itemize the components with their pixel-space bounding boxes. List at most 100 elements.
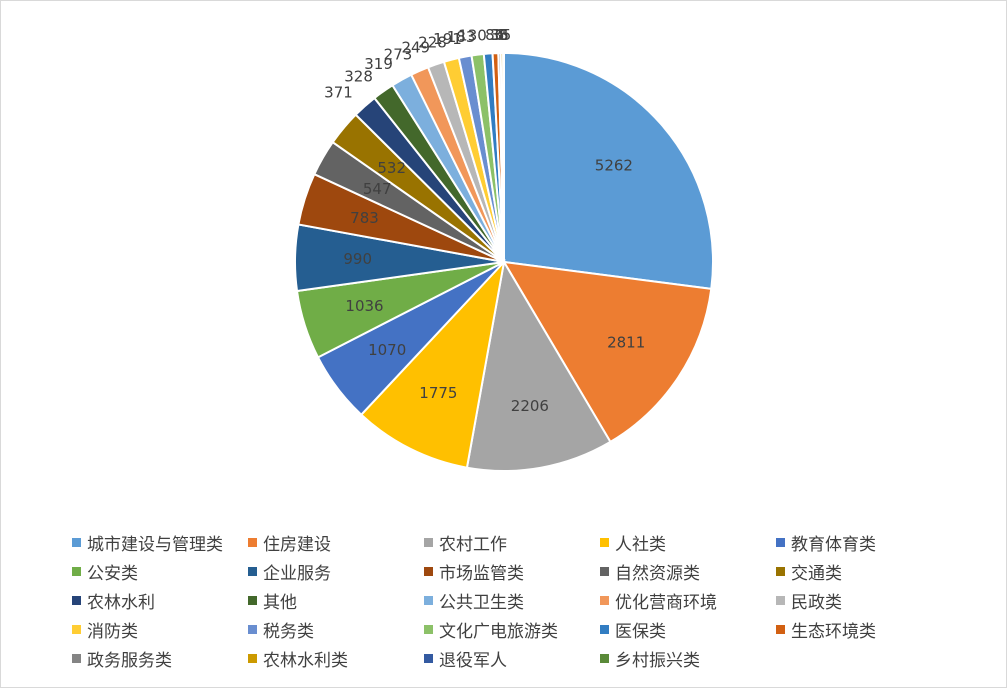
legend-label: 优化营商环境 [615,592,717,613]
legend-item: 生态环境类 [776,617,876,642]
legend-label: 公安类 [87,563,138,584]
data-label: 328 [344,68,373,86]
legend-item: 交通类 [776,559,842,584]
legend-swatch [776,537,785,547]
legend-item: 人社类 [600,530,666,555]
legend-swatch [776,624,785,634]
legend-swatch [248,624,257,634]
legend-label: 农村工作 [439,534,507,555]
legend-swatch [424,537,433,547]
legend-swatch [72,653,81,663]
legend-label: 交通类 [791,563,842,584]
legend-label: 民政类 [791,592,842,613]
legend-label: 政务服务类 [87,650,172,671]
legend-swatch [776,566,785,576]
legend-label: 农林水利类 [263,650,348,671]
legend-item: 教育体育类 [776,530,876,555]
data-label: 35 [492,26,511,44]
legend-item: 优化营商环境 [600,588,717,613]
legend-swatch [424,595,433,605]
data-label: 1070 [368,341,406,359]
pie-slice [465,259,612,472]
legend-swatch [600,653,609,663]
legend-item: 政务服务类 [72,646,172,671]
legend-swatch [72,566,81,576]
data-label: 191 [433,30,462,48]
legend-item: 消防类 [72,617,138,642]
legend-label: 企业服务 [263,563,331,584]
legend-swatch [424,566,433,576]
legend-item: 乡村振兴类 [600,646,700,671]
legend-swatch [600,537,609,547]
legend-label: 教育体育类 [791,534,876,555]
pie-slice [502,260,713,444]
legend-item: 退役军人 [424,646,507,671]
legend-label: 公共卫生类 [439,592,524,613]
legend-item: 市场监管类 [424,559,524,584]
legend-label: 退役军人 [439,650,507,671]
data-label: 2206 [511,397,549,415]
data-label: 86 [485,26,504,44]
legend-swatch [72,595,81,605]
legend-label: 消防类 [87,621,138,642]
legend-label: 城市建设与管理类 [87,534,223,555]
legend-swatch [248,595,257,605]
data-label: 228 [418,33,447,51]
legend-label: 其他 [263,592,297,613]
pie-slice [503,51,714,290]
legend-label: 税务类 [263,621,314,642]
legend-label: 文化广电旅游类 [439,621,558,642]
legend-label: 人社类 [615,534,666,555]
pie-slice [359,258,506,469]
data-label: 532 [377,159,406,177]
data-label: 783 [350,209,379,227]
legend-item: 城市建设与管理类 [72,530,223,555]
legend-item: 其他 [248,588,297,613]
data-label: 547 [363,180,392,198]
legend-swatch [600,624,609,634]
data-label: 319 [364,55,393,73]
data-label: 8 [499,26,509,44]
legend-label: 农林水利 [87,592,155,613]
legend-item: 文化广电旅游类 [424,617,558,642]
data-label: 273 [384,45,413,63]
legend-item: 公安类 [72,559,138,584]
legend-item: 农林水利 [72,588,155,613]
legend-item: 农林水利类 [248,646,348,671]
legend-label: 生态环境类 [791,621,876,642]
data-label: 1775 [419,384,457,402]
data-label: 36 [490,26,509,44]
legend-swatch [424,653,433,663]
data-labels: 5262281122061775107010369907835475323713… [324,26,645,415]
pie-slices [294,51,714,472]
data-label: 249 [401,38,430,56]
legend-label: 医保类 [615,621,666,642]
legend-item: 医保类 [600,617,666,642]
legend-swatch [248,537,257,547]
legend-swatch [600,595,609,605]
legend-swatch [424,624,433,634]
data-label: 2811 [607,334,645,352]
data-label: 183 [447,28,476,46]
legend-label: 乡村振兴类 [615,650,700,671]
legend-label: 市场监管类 [439,563,524,584]
legend-label: 住房建设 [263,534,331,555]
legend-label: 自然资源类 [615,563,700,584]
legend-item: 自然资源类 [600,559,700,584]
data-label: 130 [458,27,487,45]
legend-item: 住房建设 [248,530,331,555]
legend-item: 企业服务 [248,559,331,584]
data-label: 5262 [595,156,633,174]
legend-item: 农村工作 [424,530,507,555]
data-label: 371 [324,84,353,102]
legend-swatch [776,595,785,605]
legend-swatch [72,537,81,547]
legend-item: 民政类 [776,588,842,613]
data-label: 5 [499,26,509,44]
legend-item: 税务类 [248,617,314,642]
legend-swatch [248,653,257,663]
legend-swatch [72,624,81,634]
data-label: 1036 [345,297,383,315]
legend-swatch [248,566,257,576]
